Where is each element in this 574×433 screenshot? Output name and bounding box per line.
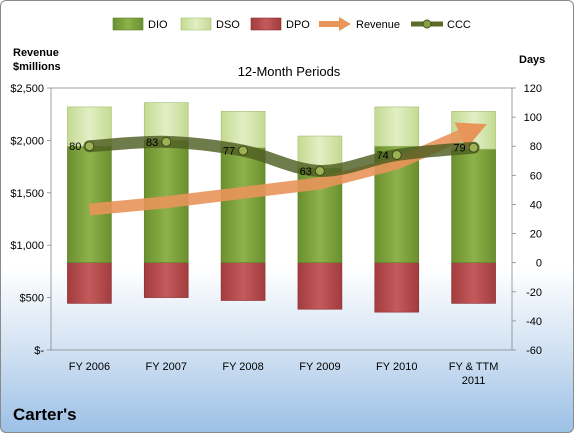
right-tick-label: -40 <box>526 316 542 328</box>
ccc-data-label: 80 <box>69 141 81 153</box>
ccc-point <box>84 141 95 152</box>
left-tick-label: $1,000 <box>10 240 44 252</box>
right-tick-label: 40 <box>530 199 542 211</box>
ccc-point <box>314 165 325 176</box>
x-tick-label: FY 2007 <box>146 361 187 373</box>
ccc-data-label: 79 <box>453 143 465 155</box>
bar-dpo <box>297 262 343 310</box>
right-tick-label: 60 <box>530 170 542 182</box>
ccc-data-label: 77 <box>223 146 235 158</box>
bar-dso <box>374 106 420 147</box>
right-tick-label: 0 <box>536 258 542 270</box>
right-tick-label: 20 <box>530 229 542 241</box>
ccc-data-label: 63 <box>300 166 312 178</box>
x-tick-label: FY 2006 <box>69 361 110 373</box>
ccc-series: 80 83 77 63 74 79 <box>69 135 480 178</box>
left-tick-label: $500 <box>20 293 44 305</box>
legend-label-dso: DSO <box>216 19 240 31</box>
x-tick-label: FY & TTM <box>449 361 499 373</box>
right-tick-label: 120 <box>524 83 542 95</box>
left-axis-title-line1: Revenue <box>13 47 59 59</box>
left-axis: $- $500 $1,000 $1,500 $2,000 $2,500 <box>10 83 51 357</box>
ccc-data-label: 74 <box>377 150 389 162</box>
bar-dpo <box>451 262 496 304</box>
bar-dio <box>451 148 496 263</box>
right-tick-label: 100 <box>524 112 542 124</box>
ccc-data-label: 83 <box>146 137 158 149</box>
legend-label-ccc: CCC <box>447 19 471 31</box>
right-tick-label: -60 <box>526 345 542 357</box>
left-tick-label: $2,000 <box>10 135 44 147</box>
legend-item-dio: DIO <box>112 17 168 31</box>
bar-dpo <box>67 262 112 304</box>
left-axis-title-line2: $millions <box>13 61 61 73</box>
company-name: Carter's <box>13 405 77 424</box>
bar-dpo <box>374 262 420 313</box>
bar-dpo <box>143 262 189 298</box>
bar-dio <box>220 147 266 263</box>
chart-title: 12-Month Periods <box>238 64 341 79</box>
bar-dso <box>143 102 189 141</box>
right-tick-label: -20 <box>526 287 542 299</box>
plot-area <box>50 87 513 351</box>
ccc-point <box>391 149 402 160</box>
right-tick-label: 80 <box>530 141 542 153</box>
ccc-line <box>83 135 480 177</box>
ccc-point <box>161 136 172 147</box>
bar-dpo <box>220 262 266 301</box>
bar-dso <box>297 135 343 169</box>
legend-item-revenue: Revenue <box>319 17 400 31</box>
ccc-point <box>238 145 249 156</box>
left-tick-label: $1,500 <box>10 188 44 200</box>
legend-label-revenue: Revenue <box>356 19 400 31</box>
right-axis: -60 -40 -20 0 20 40 60 80 100 120 <box>512 83 542 357</box>
bar-dso <box>220 110 266 148</box>
legend-label-dpo: DPO <box>286 19 310 31</box>
legend-item-ccc: CCC <box>411 19 471 31</box>
legend: DIO DSO DPO Revenue CCC <box>112 17 471 31</box>
legend-item-dpo: DPO <box>250 17 310 31</box>
right-axis-title: Days <box>519 54 545 66</box>
x-tick-label: FY 2009 <box>299 361 340 373</box>
left-tick-label: $- <box>34 345 44 357</box>
ccc-point <box>468 142 479 153</box>
legend-label-dio: DIO <box>148 19 168 31</box>
x-tick-label: FY 2010 <box>376 361 417 373</box>
x-axis: FY 2006 FY 2007 FY 2008 FY 2009 FY 2010 FY & … <box>69 361 499 387</box>
legend-item-dso: DSO <box>180 17 240 31</box>
x-tick-label: 2011 <box>462 375 486 387</box>
left-tick-label: $2,500 <box>10 83 44 95</box>
x-tick-label: FY 2008 <box>222 361 263 373</box>
